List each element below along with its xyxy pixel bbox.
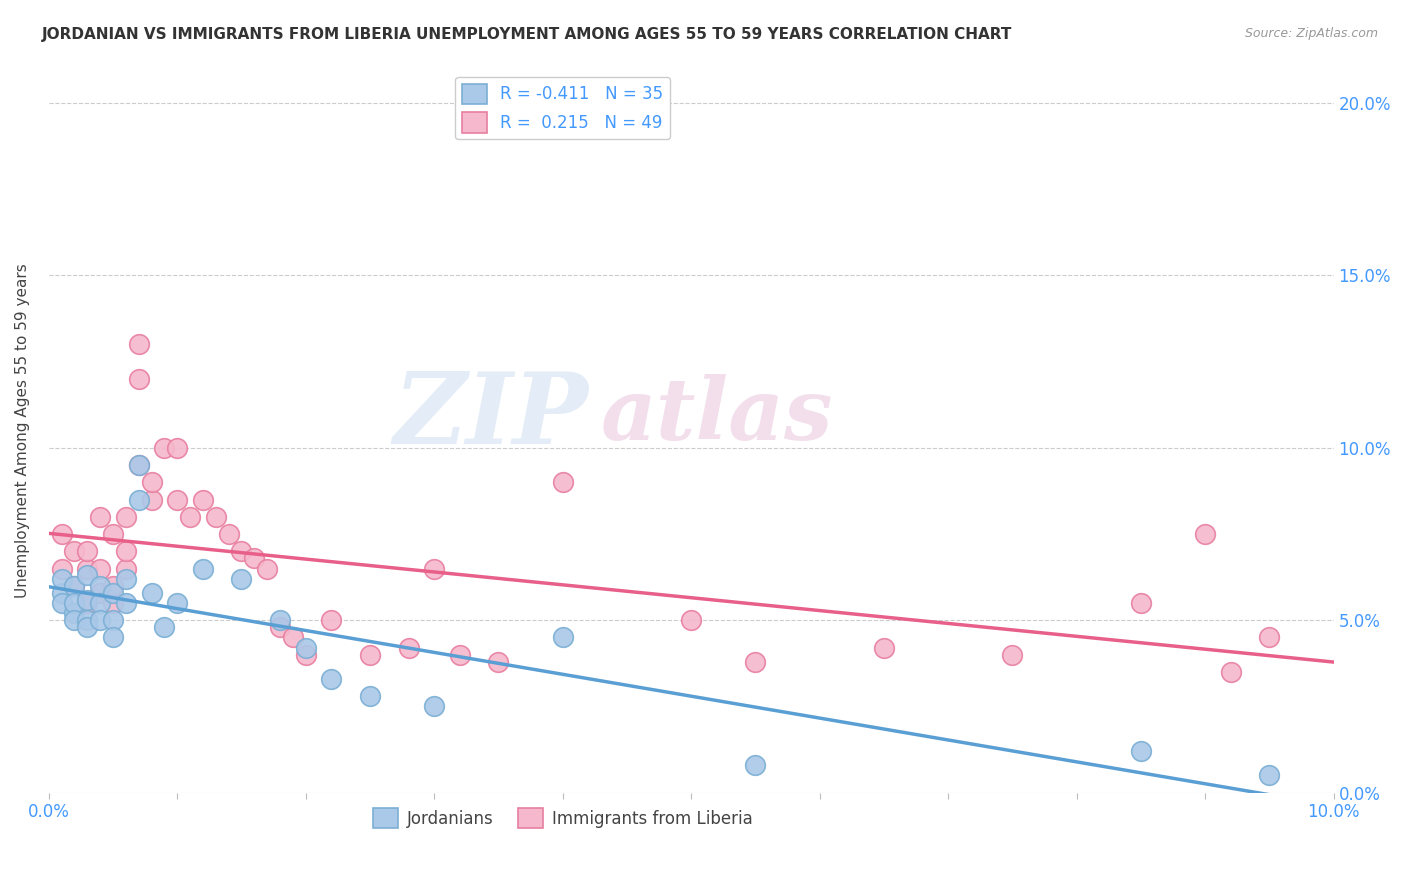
Point: [1001, 648, 1024, 662]
Point: [141, 492, 163, 507]
Point: [256, 561, 278, 575]
Point: [51, 527, 73, 541]
Point: [488, 655, 510, 669]
Point: [218, 527, 240, 541]
Point: [269, 613, 291, 627]
Text: Source: ZipAtlas.com: Source: ZipAtlas.com: [1244, 27, 1378, 40]
Point: [63, 613, 86, 627]
Point: [101, 527, 124, 541]
Point: [141, 585, 163, 599]
Point: [359, 648, 381, 662]
Text: JORDANIAN VS IMMIGRANTS FROM LIBERIA UNEMPLOYMENT AMONG AGES 55 TO 59 YEARS CORR: JORDANIAN VS IMMIGRANTS FROM LIBERIA UNE…: [42, 27, 1012, 42]
Point: [63, 544, 86, 558]
Point: [1219, 665, 1241, 679]
Point: [63, 579, 86, 593]
Point: [89, 585, 111, 599]
Point: [744, 655, 766, 669]
Point: [1258, 768, 1281, 782]
Point: [101, 579, 124, 593]
Point: [51, 585, 73, 599]
Point: [231, 572, 253, 586]
Point: [166, 596, 188, 610]
Point: [321, 613, 343, 627]
Point: [681, 613, 703, 627]
Point: [1129, 744, 1152, 758]
Point: [89, 509, 111, 524]
Point: [115, 561, 138, 575]
Point: [153, 620, 176, 634]
Point: [76, 596, 98, 610]
Point: [551, 631, 574, 645]
Point: [269, 620, 291, 634]
Text: atlas: atlas: [602, 375, 834, 458]
Point: [51, 572, 73, 586]
Point: [294, 640, 316, 655]
Point: [115, 596, 138, 610]
Point: [76, 592, 98, 607]
Point: [101, 596, 124, 610]
Point: [423, 699, 446, 714]
Point: [128, 372, 150, 386]
Point: [166, 441, 188, 455]
Point: [1129, 596, 1152, 610]
Point: [128, 492, 150, 507]
Point: [51, 561, 73, 575]
Point: [423, 561, 446, 575]
Point: [51, 596, 73, 610]
Point: [76, 544, 98, 558]
Point: [128, 458, 150, 472]
Point: [115, 509, 138, 524]
Point: [1194, 527, 1216, 541]
Point: [76, 568, 98, 582]
Point: [89, 613, 111, 627]
Point: [128, 458, 150, 472]
Point: [128, 337, 150, 351]
Point: [76, 561, 98, 575]
Point: [141, 475, 163, 490]
Point: [76, 613, 98, 627]
Point: [281, 631, 304, 645]
Point: [63, 607, 86, 621]
Point: [359, 689, 381, 703]
Point: [76, 620, 98, 634]
Point: [398, 640, 420, 655]
Point: [1258, 631, 1281, 645]
Point: [191, 492, 214, 507]
Point: [179, 509, 201, 524]
Point: [243, 551, 266, 566]
Point: [153, 441, 176, 455]
Point: [89, 561, 111, 575]
Point: [101, 613, 124, 627]
Point: [449, 648, 471, 662]
Y-axis label: Unemployment Among Ages 55 to 59 years: Unemployment Among Ages 55 to 59 years: [15, 263, 30, 598]
Point: [89, 596, 111, 610]
Point: [294, 648, 316, 662]
Point: [231, 544, 253, 558]
Point: [744, 758, 766, 772]
Text: ZIP: ZIP: [394, 368, 588, 465]
Point: [63, 579, 86, 593]
Point: [191, 561, 214, 575]
Point: [115, 544, 138, 558]
Point: [115, 572, 138, 586]
Point: [551, 475, 574, 490]
Point: [63, 596, 86, 610]
Point: [204, 509, 226, 524]
Point: [321, 672, 343, 686]
Point: [873, 640, 896, 655]
Legend: Jordanians, Immigrants from Liberia: Jordanians, Immigrants from Liberia: [367, 801, 759, 835]
Point: [166, 492, 188, 507]
Point: [89, 579, 111, 593]
Point: [101, 631, 124, 645]
Point: [101, 585, 124, 599]
